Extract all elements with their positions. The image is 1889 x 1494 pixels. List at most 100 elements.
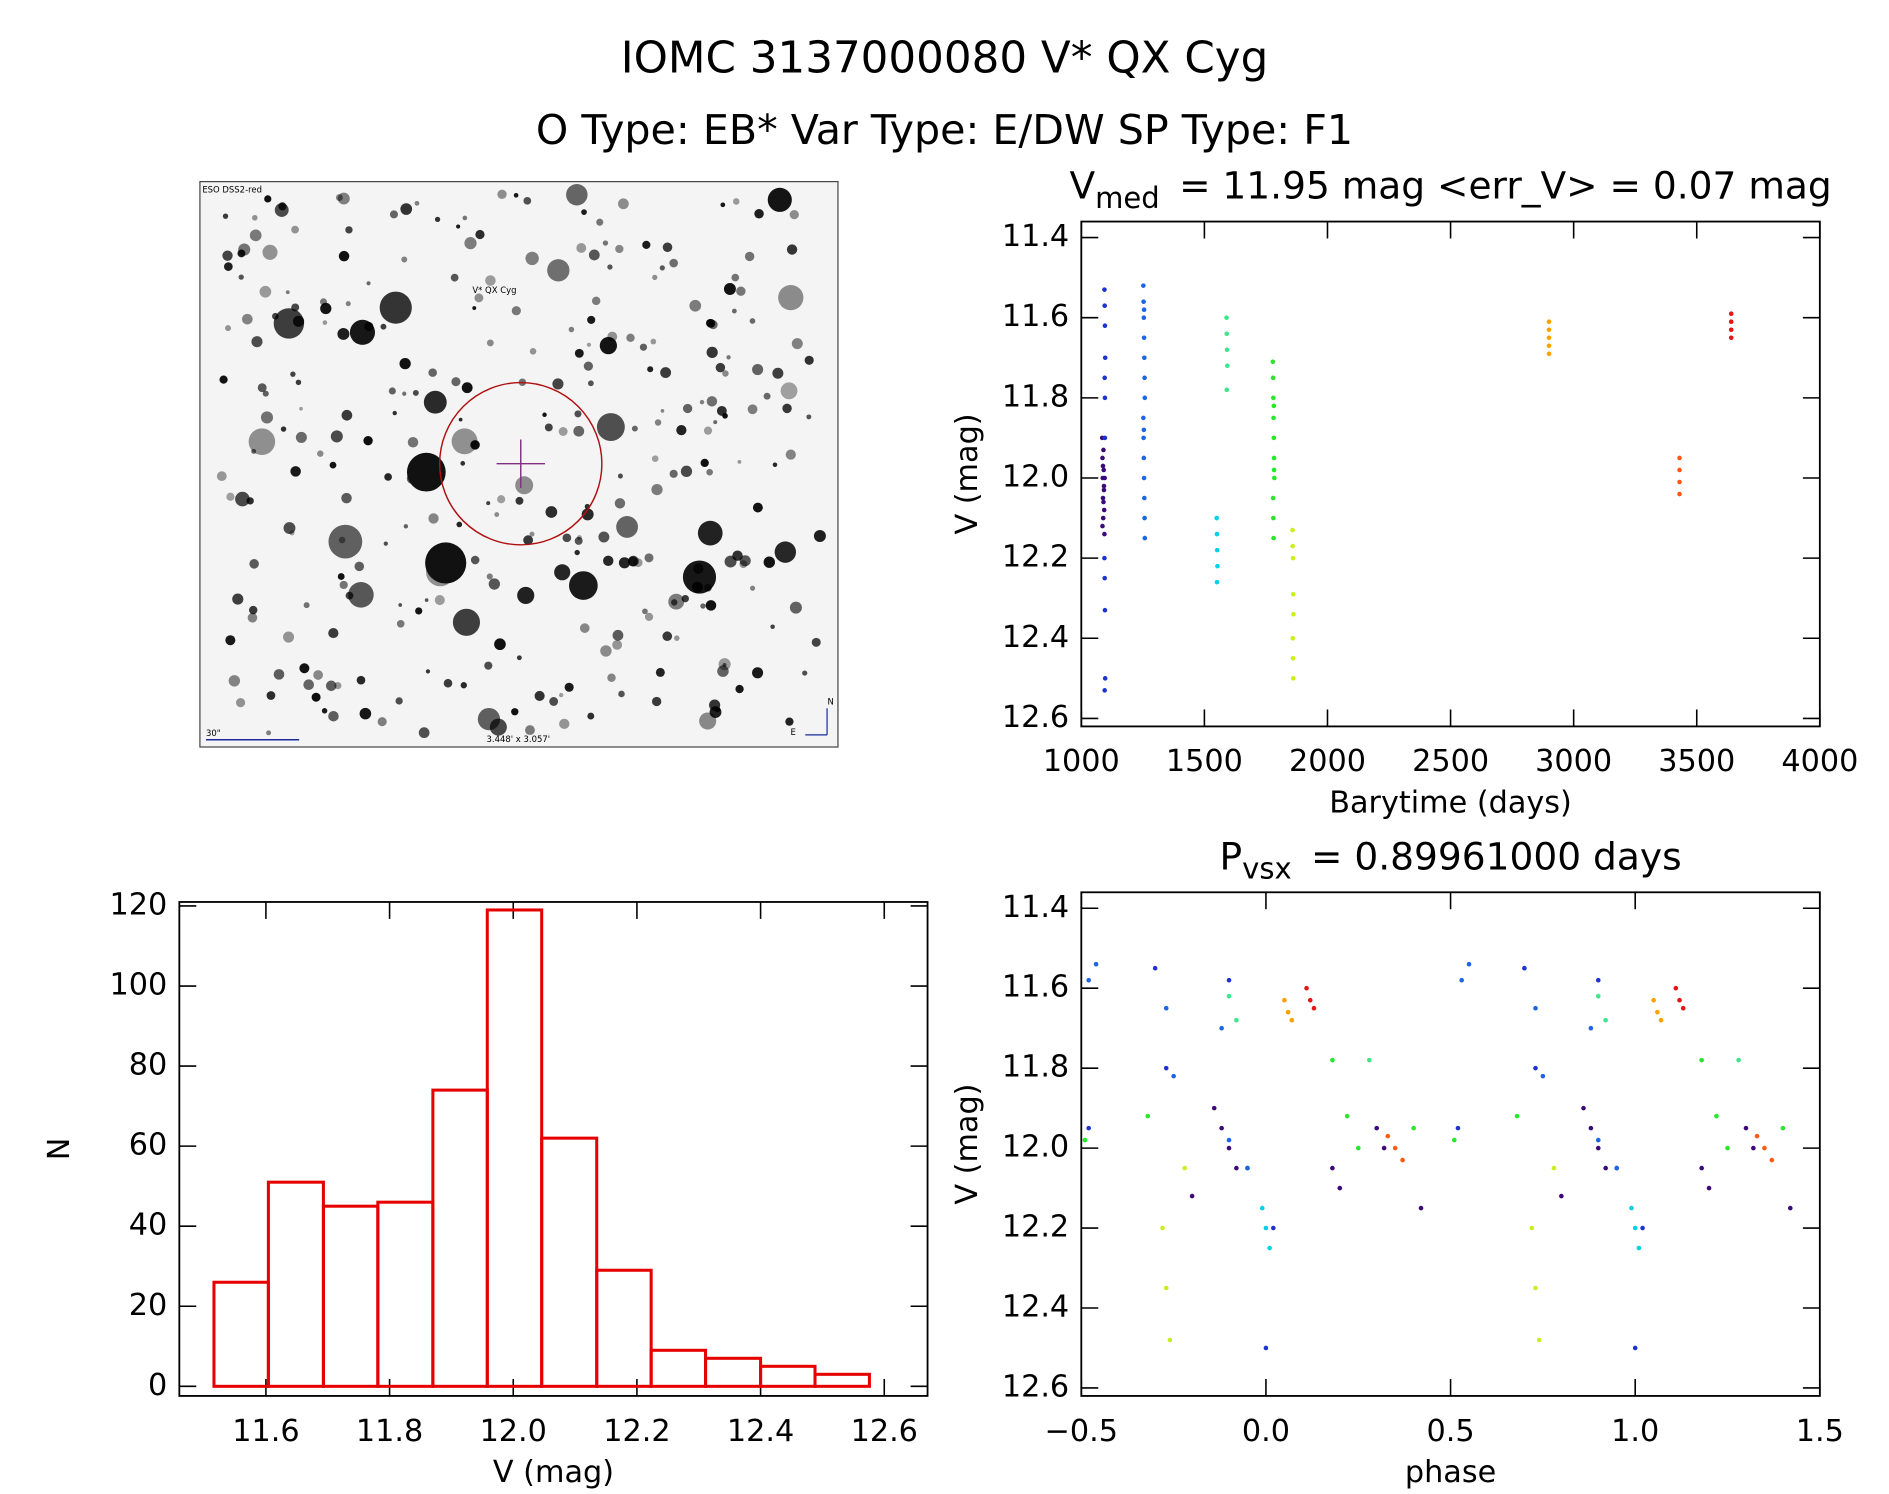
star <box>341 492 352 504</box>
star <box>544 423 553 432</box>
star <box>303 602 310 609</box>
star <box>772 367 784 379</box>
data-point <box>1259 1205 1265 1211</box>
x-tick-label: 12.4 <box>727 1414 794 1449</box>
data-point <box>1787 1205 1793 1211</box>
histogram-bar <box>813 1372 871 1388</box>
data-point <box>1142 495 1147 501</box>
histogram-bar <box>266 1180 325 1388</box>
star <box>631 425 638 432</box>
image-label: 30" <box>206 728 221 738</box>
star <box>615 244 624 254</box>
star <box>484 661 493 670</box>
star <box>669 258 678 268</box>
star <box>554 564 571 581</box>
star <box>290 466 301 477</box>
star <box>428 368 437 377</box>
star <box>726 355 731 360</box>
star <box>443 678 453 688</box>
star <box>618 557 631 569</box>
x-tick-label: 0.0 <box>1242 1414 1290 1449</box>
star <box>651 696 662 707</box>
star <box>322 320 328 325</box>
star <box>384 473 392 481</box>
x-tick-label: 3000 <box>1535 744 1612 779</box>
star <box>722 413 728 419</box>
star <box>714 706 721 713</box>
star <box>339 580 348 590</box>
star <box>383 541 388 546</box>
star <box>607 673 616 682</box>
star <box>598 531 610 543</box>
star <box>715 362 726 373</box>
star <box>311 692 321 702</box>
star <box>806 414 812 420</box>
data-point <box>1680 1005 1686 1011</box>
star <box>660 409 665 413</box>
data-point <box>1546 319 1552 325</box>
data-point <box>1728 327 1734 333</box>
x-tick-label: 0.5 <box>1427 1414 1475 1449</box>
star <box>525 725 535 736</box>
star <box>450 273 459 282</box>
data-point <box>1141 335 1147 341</box>
data-point <box>1603 1017 1608 1023</box>
star <box>252 214 258 221</box>
star <box>617 198 629 210</box>
star <box>458 417 463 422</box>
star <box>299 663 310 674</box>
data-point <box>1533 1065 1538 1071</box>
star <box>705 319 714 328</box>
star <box>359 707 372 720</box>
star <box>617 473 623 479</box>
star <box>400 203 413 215</box>
star <box>399 357 411 370</box>
star <box>283 522 296 535</box>
data-point <box>1290 527 1295 533</box>
y-tick-label: 11.4 <box>1002 890 1069 925</box>
star <box>511 708 519 716</box>
star <box>752 502 763 513</box>
data-point <box>1214 579 1220 585</box>
data-point <box>1219 1125 1224 1131</box>
star <box>290 371 296 377</box>
star <box>581 209 587 216</box>
star <box>516 655 522 661</box>
star <box>389 210 398 219</box>
data-point <box>1290 543 1296 549</box>
star <box>600 645 612 657</box>
data-point <box>1418 1205 1424 1211</box>
data-point <box>1270 375 1276 381</box>
star <box>576 243 587 253</box>
data-point <box>1102 435 1108 441</box>
data-point <box>1271 535 1276 541</box>
star <box>434 595 445 606</box>
star <box>238 274 244 280</box>
star <box>337 573 345 580</box>
star <box>485 275 496 286</box>
data-point <box>1536 1337 1542 1343</box>
data-point <box>1677 467 1682 473</box>
data-point <box>1270 359 1276 365</box>
star <box>249 605 258 615</box>
star <box>651 483 663 496</box>
x-tick-label: 3500 <box>1658 744 1735 779</box>
data-point <box>1142 535 1148 541</box>
star <box>703 426 713 435</box>
star <box>494 512 500 518</box>
y-tick-label: 11.6 <box>1002 299 1069 334</box>
data-point <box>1629 1205 1634 1211</box>
data-point <box>1632 1345 1638 1351</box>
star <box>222 250 233 261</box>
y-tick-label: 12.0 <box>1002 459 1069 494</box>
star <box>599 337 617 355</box>
y-tick-label: 11.6 <box>1002 970 1069 1005</box>
star <box>262 244 278 260</box>
histogram-bar <box>540 1136 599 1388</box>
star <box>425 669 431 674</box>
data-point <box>1762 1145 1767 1151</box>
star <box>529 531 535 537</box>
star <box>736 286 746 296</box>
x-tick-label: 2000 <box>1289 744 1366 779</box>
star <box>681 594 689 603</box>
